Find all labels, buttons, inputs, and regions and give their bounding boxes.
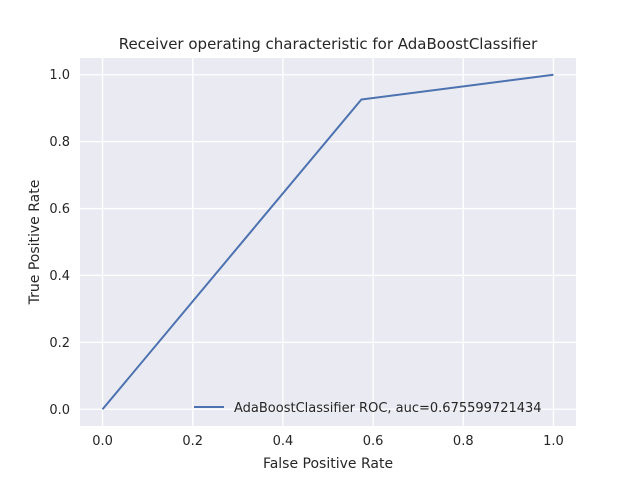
x-tick-labels: 0.0 0.2 0.4 0.6 0.8 1.0 bbox=[92, 434, 564, 449]
x-tick-label: 0.4 bbox=[273, 434, 294, 449]
legend-label: AdaBoostClassifier ROC, auc=0.6755997214… bbox=[234, 401, 542, 416]
y-tick-label: 0.0 bbox=[49, 403, 70, 418]
x-tick-label: 0.8 bbox=[453, 434, 474, 449]
y-tick-label: 0.2 bbox=[49, 336, 70, 351]
y-axis-label: True Positive Rate bbox=[27, 180, 43, 306]
x-tick-label: 0.0 bbox=[92, 434, 113, 449]
x-tick-label: 0.2 bbox=[182, 434, 203, 449]
roc-curve-line bbox=[101, 73, 554, 410]
y-tick-label: 1.0 bbox=[49, 68, 70, 83]
plot-area bbox=[80, 58, 576, 426]
x-tick-label: 1.0 bbox=[543, 434, 564, 449]
x-tick-label: 0.6 bbox=[363, 434, 384, 449]
y-tick-label: 0.4 bbox=[49, 269, 70, 284]
y-tick-labels: 0.0 0.2 0.4 0.6 0.8 1.0 bbox=[49, 68, 70, 418]
y-tick-label: 0.6 bbox=[49, 202, 70, 217]
legend: AdaBoostClassifier ROC, auc=0.6755997214… bbox=[194, 401, 542, 416]
grid bbox=[80, 58, 576, 426]
x-axis-label: False Positive Rate bbox=[263, 456, 393, 472]
y-tick-label: 0.8 bbox=[49, 135, 70, 150]
series-layer bbox=[101, 73, 554, 410]
chart-title: Receiver operating characteristic for Ad… bbox=[119, 35, 538, 53]
